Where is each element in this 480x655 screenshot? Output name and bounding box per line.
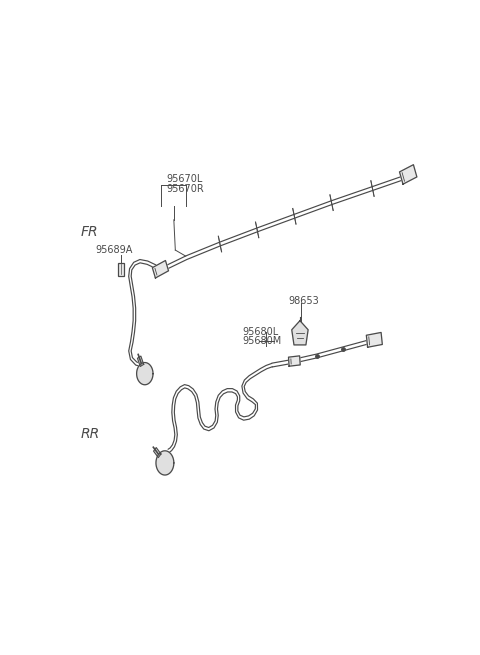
Polygon shape [137, 356, 144, 367]
Polygon shape [399, 164, 417, 184]
Polygon shape [137, 363, 153, 384]
Text: 98653: 98653 [289, 295, 320, 305]
Polygon shape [288, 356, 300, 366]
Text: RR: RR [81, 427, 100, 441]
Polygon shape [152, 261, 168, 278]
Polygon shape [156, 451, 174, 475]
Text: 95680L: 95680L [242, 327, 278, 337]
Text: 95680M: 95680M [242, 336, 282, 346]
Polygon shape [292, 321, 308, 345]
Text: FR: FR [81, 225, 98, 240]
Polygon shape [366, 333, 383, 347]
Bar [118, 263, 124, 276]
Text: 95670L: 95670L [166, 174, 203, 185]
Text: 95670R: 95670R [166, 183, 204, 193]
Polygon shape [154, 447, 161, 458]
Text: 95689A: 95689A [96, 245, 132, 255]
